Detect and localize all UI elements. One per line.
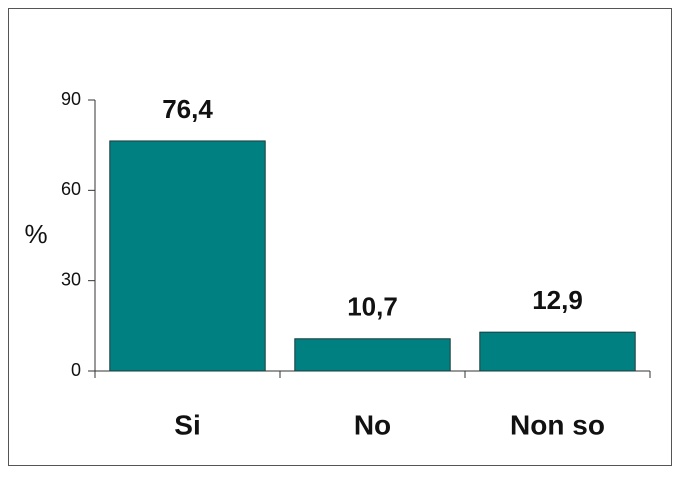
bar (479, 331, 636, 372)
bar (109, 140, 266, 372)
value-label: 76,4 (162, 94, 213, 124)
x-tick-label: No (354, 409, 391, 440)
bar (294, 338, 451, 372)
y-axis-label: % (24, 219, 47, 249)
value-label: 12,9 (532, 285, 583, 315)
y-tick-label: 60 (61, 179, 81, 199)
y-tick-label: 30 (61, 269, 81, 289)
y-tick-label: 90 (61, 89, 81, 109)
x-tick-label: Si (174, 409, 200, 440)
x-tick-label: Non so (510, 409, 605, 440)
value-label: 10,7 (347, 292, 398, 322)
y-tick-label: 0 (71, 360, 81, 380)
chart-frame (8, 8, 672, 466)
